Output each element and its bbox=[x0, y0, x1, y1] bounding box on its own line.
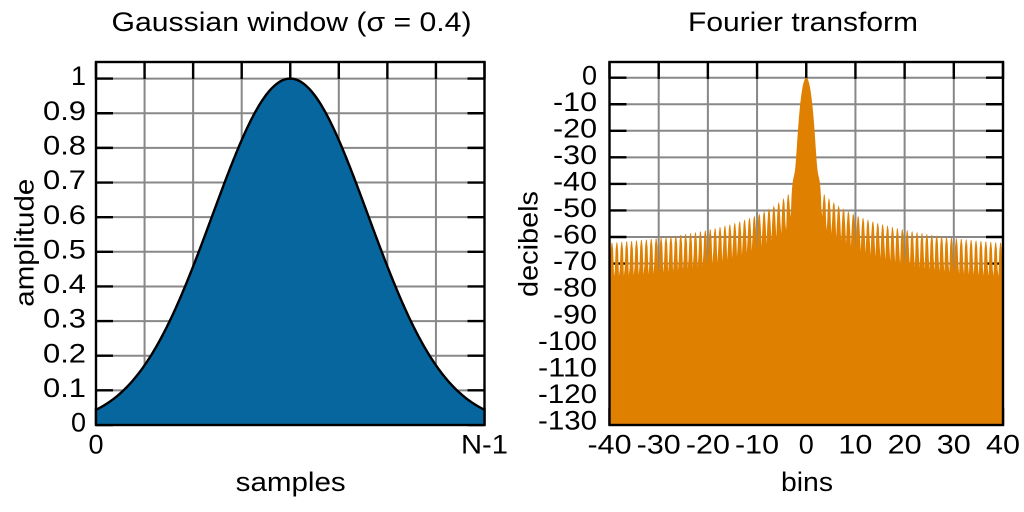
svg-text:-10: -10 bbox=[735, 430, 779, 460]
svg-text:-120: -120 bbox=[538, 379, 597, 409]
svg-text:0: 0 bbox=[582, 60, 597, 90]
svg-text:-40: -40 bbox=[588, 430, 632, 460]
svg-text:0.9: 0.9 bbox=[43, 96, 86, 126]
svg-text:-20: -20 bbox=[553, 113, 597, 143]
svg-text:0.5: 0.5 bbox=[43, 234, 86, 264]
svg-text:0.8: 0.8 bbox=[43, 130, 86, 160]
svg-text:-130: -130 bbox=[538, 405, 597, 435]
svg-text:-60: -60 bbox=[553, 220, 597, 250]
svg-text:0.7: 0.7 bbox=[43, 165, 86, 195]
svg-text:40: 40 bbox=[986, 430, 1020, 460]
svg-text:Fourier transform: Fourier transform bbox=[688, 7, 918, 37]
svg-text:amplitude: amplitude bbox=[10, 179, 40, 307]
svg-text:-110: -110 bbox=[538, 352, 597, 382]
svg-text:-20: -20 bbox=[686, 430, 730, 460]
svg-text:0.6: 0.6 bbox=[43, 200, 86, 230]
svg-text:0: 0 bbox=[799, 430, 814, 460]
svg-text:-50: -50 bbox=[553, 193, 597, 223]
svg-text:1: 1 bbox=[71, 61, 86, 91]
svg-text:0.4: 0.4 bbox=[43, 269, 86, 299]
svg-text:decibels: decibels bbox=[514, 191, 544, 297]
svg-text:-80: -80 bbox=[553, 273, 597, 303]
svg-text:Gaussian window (σ = 0.4): Gaussian window (σ = 0.4) bbox=[112, 7, 472, 37]
svg-text:-100: -100 bbox=[538, 326, 597, 356]
svg-text:0.1: 0.1 bbox=[43, 373, 86, 403]
svg-text:20: 20 bbox=[888, 430, 922, 460]
svg-text:-70: -70 bbox=[553, 246, 597, 276]
svg-text:-90: -90 bbox=[553, 299, 597, 329]
svg-text:-40: -40 bbox=[553, 167, 597, 197]
svg-text:0: 0 bbox=[88, 430, 103, 460]
svg-text:30: 30 bbox=[937, 430, 971, 460]
svg-text:-30: -30 bbox=[637, 430, 681, 460]
svg-text:-30: -30 bbox=[553, 140, 597, 170]
svg-text:samples: samples bbox=[236, 467, 346, 497]
svg-text:-10: -10 bbox=[553, 87, 597, 117]
svg-text:N-1: N-1 bbox=[461, 430, 508, 460]
svg-text:0.2: 0.2 bbox=[43, 338, 86, 368]
svg-text:bins: bins bbox=[781, 467, 833, 497]
svg-text:0: 0 bbox=[71, 408, 86, 438]
svg-text:0.3: 0.3 bbox=[43, 304, 86, 334]
svg-text:10: 10 bbox=[838, 430, 872, 460]
